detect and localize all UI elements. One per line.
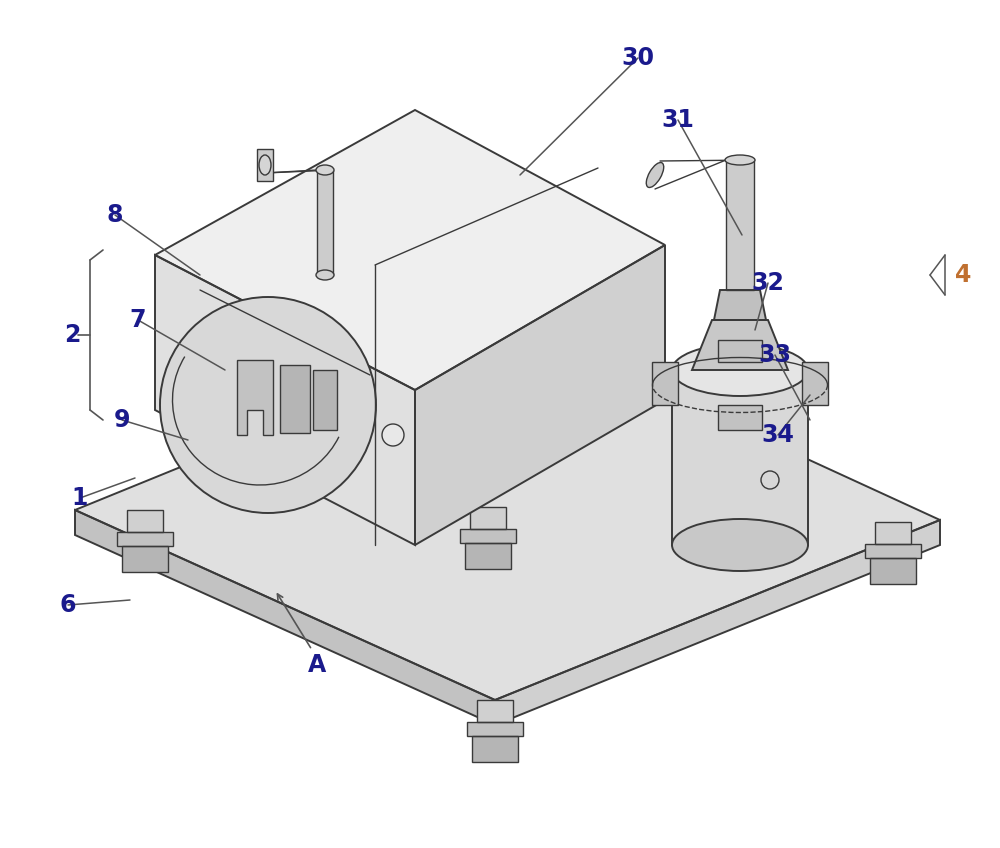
Text: 9: 9: [114, 408, 130, 432]
Ellipse shape: [725, 155, 755, 165]
Text: 34: 34: [762, 423, 794, 447]
Polygon shape: [155, 110, 665, 390]
Polygon shape: [714, 290, 766, 320]
Ellipse shape: [316, 270, 334, 280]
Polygon shape: [495, 520, 940, 725]
Ellipse shape: [259, 155, 271, 175]
Text: 7: 7: [130, 308, 146, 332]
Text: 33: 33: [759, 343, 792, 367]
Text: 31: 31: [662, 108, 694, 132]
Text: 6: 6: [60, 593, 76, 617]
Polygon shape: [313, 370, 337, 430]
Polygon shape: [652, 362, 678, 405]
Polygon shape: [257, 149, 273, 181]
Polygon shape: [317, 170, 333, 275]
Text: 2: 2: [64, 323, 80, 347]
Polygon shape: [460, 529, 516, 543]
Polygon shape: [155, 255, 415, 545]
Polygon shape: [467, 722, 523, 736]
Polygon shape: [117, 532, 173, 546]
Polygon shape: [415, 245, 665, 545]
Polygon shape: [718, 340, 762, 362]
Text: 8: 8: [107, 203, 123, 227]
Polygon shape: [122, 546, 168, 572]
Polygon shape: [127, 510, 163, 532]
Text: 1: 1: [72, 486, 88, 510]
Polygon shape: [477, 700, 513, 722]
Polygon shape: [237, 360, 273, 435]
Polygon shape: [672, 370, 808, 545]
Ellipse shape: [646, 163, 664, 187]
Circle shape: [382, 424, 404, 446]
Polygon shape: [280, 365, 310, 433]
Text: A: A: [308, 653, 326, 677]
Polygon shape: [875, 522, 911, 544]
Polygon shape: [75, 328, 940, 700]
Ellipse shape: [672, 344, 808, 396]
Polygon shape: [465, 543, 511, 569]
Polygon shape: [75, 510, 495, 725]
Circle shape: [160, 297, 376, 513]
Polygon shape: [802, 362, 828, 405]
Polygon shape: [726, 160, 754, 290]
Polygon shape: [470, 507, 506, 529]
Text: 32: 32: [752, 271, 784, 295]
Polygon shape: [870, 558, 916, 584]
Ellipse shape: [672, 519, 808, 571]
Polygon shape: [472, 736, 518, 762]
Polygon shape: [718, 405, 762, 430]
Text: 4: 4: [955, 263, 971, 287]
Text: 30: 30: [622, 46, 654, 70]
Polygon shape: [692, 320, 788, 370]
Ellipse shape: [316, 165, 334, 175]
Polygon shape: [865, 544, 921, 558]
